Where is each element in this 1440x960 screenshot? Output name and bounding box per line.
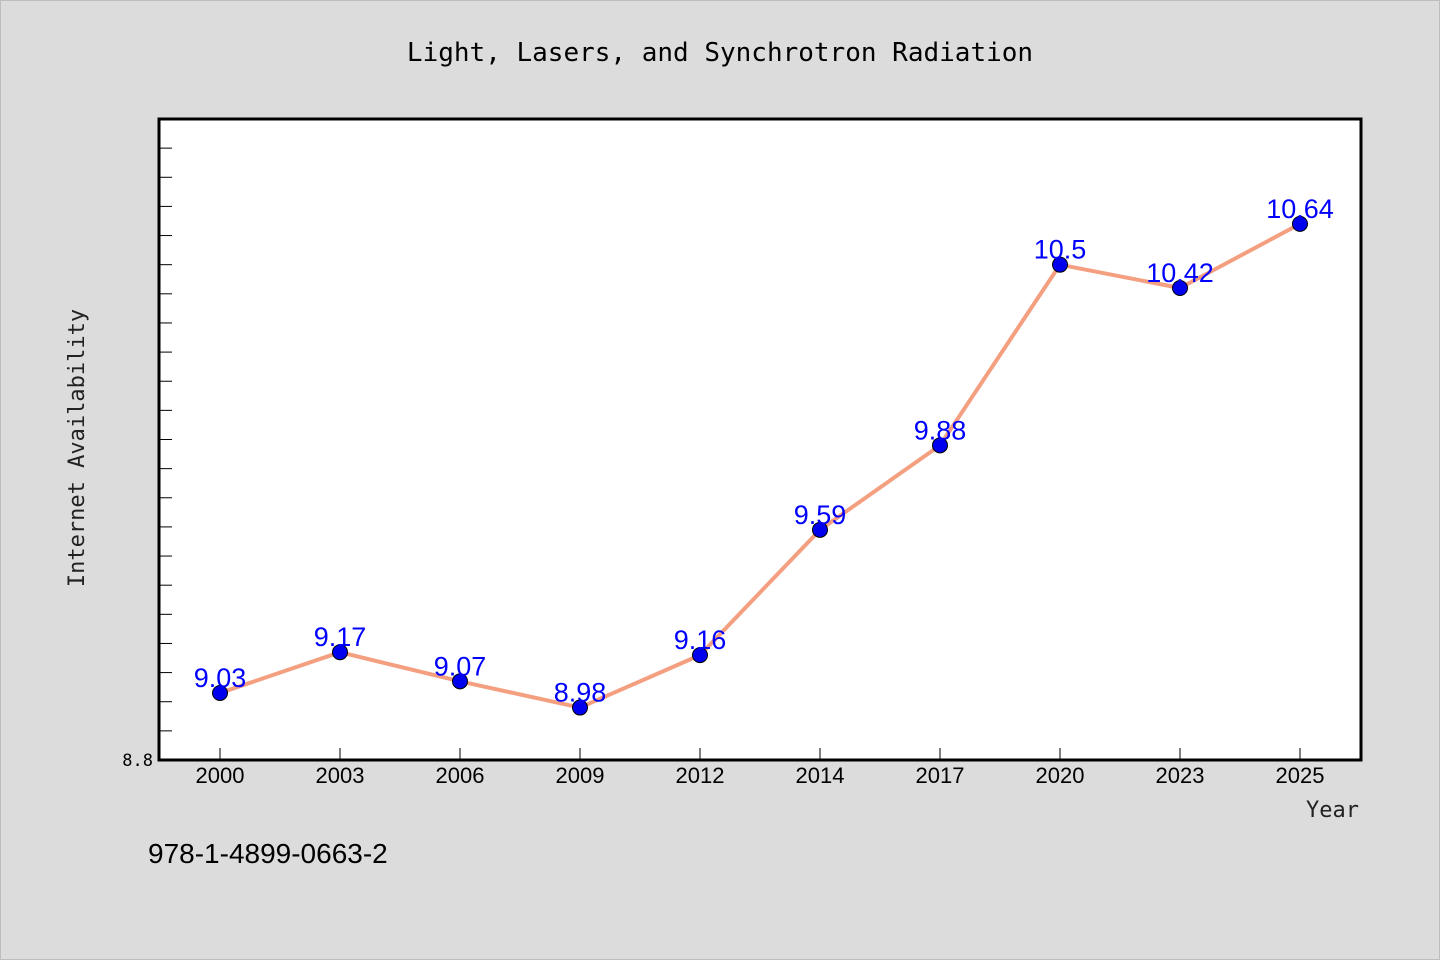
x-tick-label: 2003 <box>316 763 365 788</box>
y-axis-tick-labels: 8.8 <box>122 751 153 771</box>
data-point <box>332 644 348 661</box>
data-label: 10.5 <box>1034 235 1087 265</box>
y-axis-label: Internet Availability <box>65 309 90 587</box>
data-label: 9.03 <box>194 663 247 693</box>
x-tick-label: 2020 <box>1036 763 1085 788</box>
isbn-text: 978-1-4899-0663-2 <box>148 838 388 869</box>
x-tick-label: 2014 <box>796 763 845 788</box>
data-point <box>932 437 948 454</box>
y-axis-ticks <box>159 118 172 761</box>
data-point <box>812 521 828 538</box>
data-label: 9.17 <box>314 622 367 652</box>
chart-title: Light, Lasers, and Synchrotron Radiation <box>407 38 1033 68</box>
data-label: 9.88 <box>914 415 967 445</box>
x-tick-label: 2000 <box>196 763 245 788</box>
data-point <box>212 684 228 701</box>
x-tick-label: 2006 <box>436 763 485 788</box>
series-line <box>219 222 1301 710</box>
data-labels: 9.03 9.17 9.07 8.98 9.16 9.59 9.88 10.5 10.42 10.… <box>194 194 1334 708</box>
data-point <box>692 647 708 664</box>
data-label: 10.64 <box>1266 194 1334 224</box>
x-axis-tick-labels: 2000 2003 2006 2009 2012 2014 2017 2020 2023 2025 <box>196 763 1325 788</box>
x-axis-ticks <box>219 748 1301 760</box>
data-point <box>452 673 468 690</box>
x-tick-label: 2025 <box>1276 763 1325 788</box>
data-point <box>1052 256 1068 273</box>
x-tick-label: 2023 <box>1156 763 1205 788</box>
data-point <box>572 699 588 716</box>
x-tick-label: 2009 <box>556 763 605 788</box>
data-label: 10.42 <box>1146 258 1214 288</box>
data-label: 8.98 <box>554 678 607 708</box>
x-tick-label: 2012 <box>676 763 725 788</box>
data-point <box>1172 279 1188 296</box>
x-axis-label: Year <box>1306 798 1359 823</box>
series-line-group <box>219 222 1301 710</box>
data-label: 9.07 <box>434 651 487 681</box>
series-markers <box>212 215 1308 716</box>
data-label: 9.59 <box>794 500 847 530</box>
data-label: 9.16 <box>674 625 727 655</box>
data-point <box>1292 215 1308 232</box>
y-tick-label: 8.8 <box>122 751 153 771</box>
plot-area <box>157 117 1363 762</box>
x-tick-label: 2017 <box>916 763 965 788</box>
